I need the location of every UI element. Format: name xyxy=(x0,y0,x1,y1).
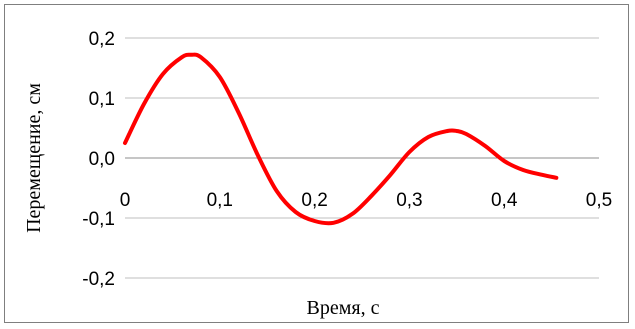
y-axis-label: Перемещение, см xyxy=(23,83,45,233)
x-tick-label: 0,5 xyxy=(586,190,612,211)
y-tick-label: 0,2 xyxy=(89,29,115,50)
chart-frame xyxy=(4,4,629,323)
y-tick-label: 0,0 xyxy=(89,149,115,170)
x-tick-label: 0,4 xyxy=(491,190,518,211)
series-group xyxy=(123,52,559,226)
x-tick-label: 0,1 xyxy=(207,190,233,211)
grid-lines xyxy=(125,37,599,279)
x-tick-label: 0,3 xyxy=(396,190,422,211)
x-axis-label: Время, с xyxy=(307,297,380,319)
y-tick-label: 0,1 xyxy=(89,89,115,110)
y-tick-label: -0,2 xyxy=(82,269,115,290)
y-tick-labels: 0,2 0,1 0,0 -0,1 -0,2 xyxy=(82,29,115,290)
series-line-0 xyxy=(123,52,559,226)
y-tick-label: -0,1 xyxy=(82,209,115,230)
x-tick-label: 0,2 xyxy=(301,190,327,211)
x-tick-labels: 0 0,1 0,2 0,3 0,4 0,5 xyxy=(120,190,613,211)
x-tick-label: 0 xyxy=(120,190,131,211)
